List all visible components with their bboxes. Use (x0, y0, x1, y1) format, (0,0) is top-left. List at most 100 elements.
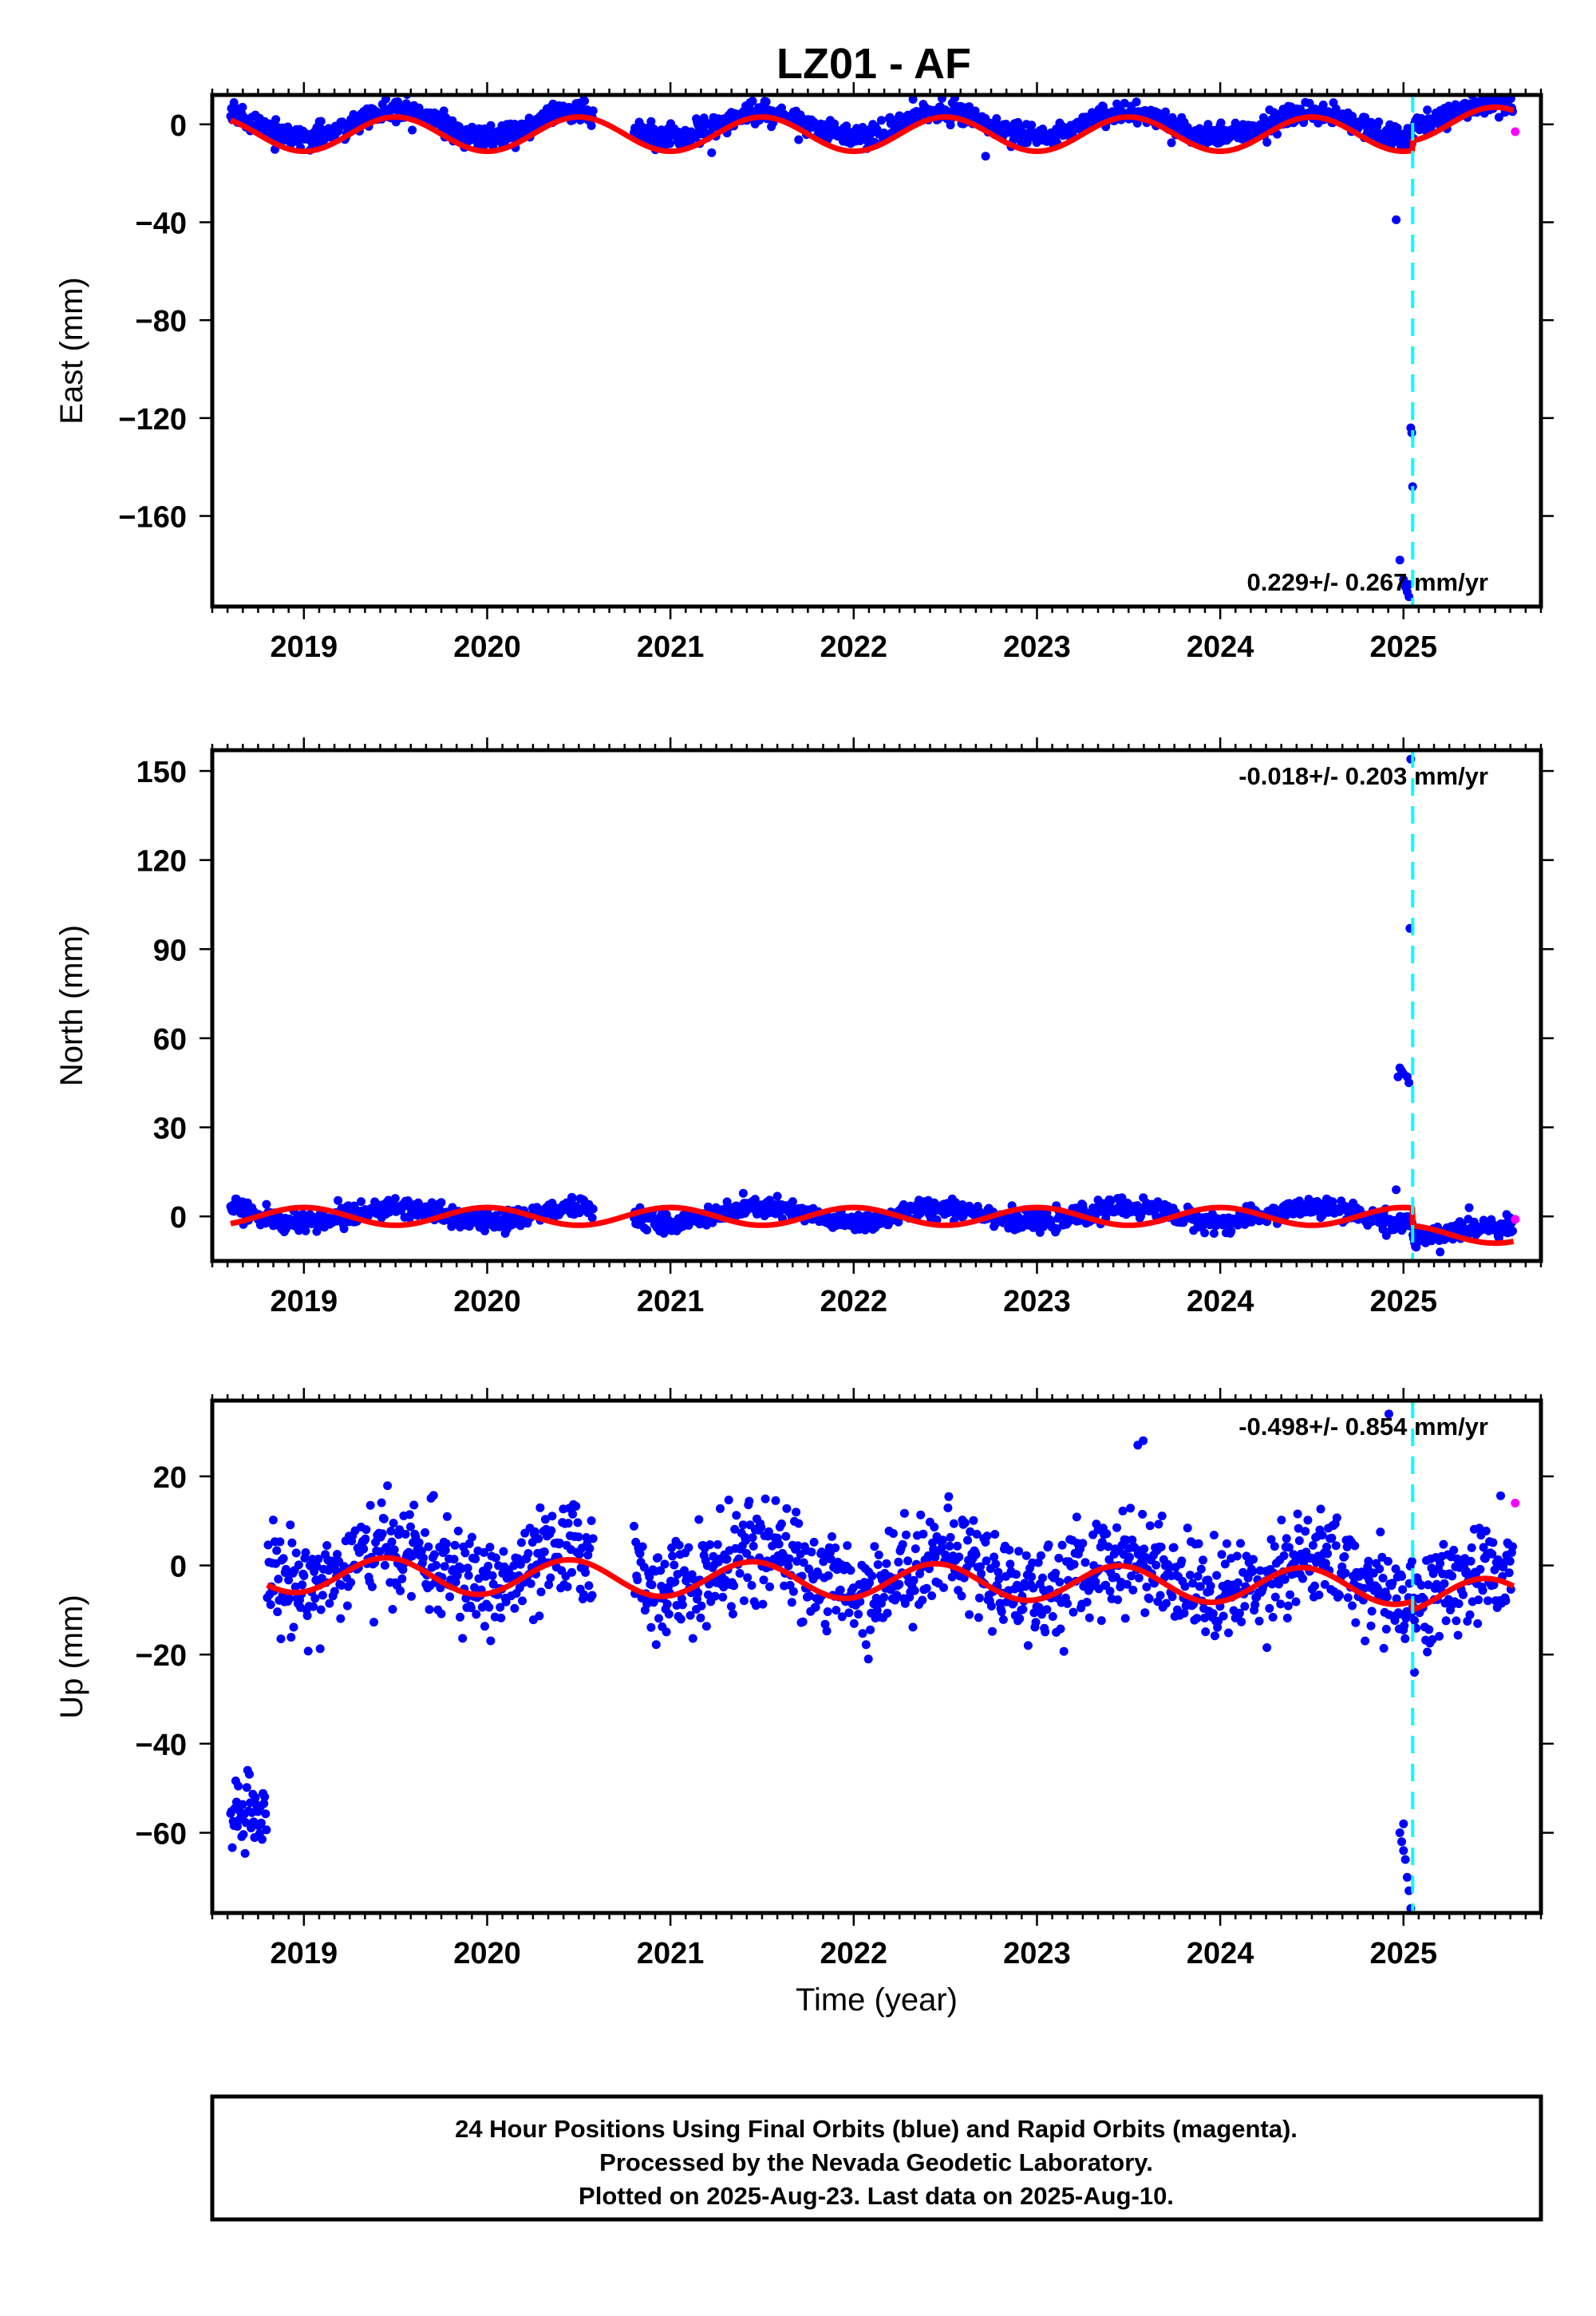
east-x-tick-label: 2021 (637, 630, 705, 664)
up-data-point (1452, 1616, 1461, 1626)
up-data-point (902, 1530, 911, 1539)
north-x-tick-label: 2025 (1369, 1285, 1437, 1318)
up-data-point (735, 1569, 745, 1578)
up-data-point (1138, 1509, 1148, 1519)
up-data-point (540, 1515, 550, 1524)
up-data-point (1335, 1591, 1344, 1600)
north-outlier-point (1404, 1078, 1414, 1088)
up-data-point (831, 1543, 840, 1552)
up-data-point (406, 1522, 415, 1531)
north-data-point (738, 1188, 748, 1198)
up-data-point (749, 1541, 758, 1551)
up-data-point (1249, 1555, 1258, 1564)
up-data-point (972, 1529, 982, 1539)
up-data-point (943, 1503, 953, 1512)
north-model-curve (228, 1204, 1516, 1247)
up-data-point (474, 1574, 484, 1583)
north-data-point (788, 1197, 797, 1207)
east-outlier-point (981, 152, 990, 161)
north-data-point (1106, 1196, 1116, 1206)
up-data-point (472, 1610, 481, 1619)
up-data-point (937, 1543, 946, 1552)
up-data-point (1407, 1556, 1416, 1566)
up-data-point (273, 1607, 282, 1617)
east-data-point (1318, 101, 1328, 109)
up-data-point (870, 1542, 879, 1551)
up-data-point (1505, 1556, 1515, 1566)
up-data-point (405, 1510, 414, 1520)
up-data-point (571, 1501, 581, 1511)
east-model-curve (228, 104, 1516, 154)
north-x-tick-label: 2022 (820, 1285, 888, 1318)
north-data-point (750, 1195, 760, 1204)
up-x-axis: 2019 2020 2021 2022 2023 2024 2025 (211, 1388, 1543, 1970)
up-data-point (1277, 1516, 1286, 1525)
up-data-point (484, 1561, 493, 1571)
north-y-tick-label: 150 (136, 756, 187, 789)
up-data-point (1343, 1593, 1353, 1603)
east-data-point (1374, 117, 1384, 127)
up-data-point (843, 1541, 852, 1551)
up-data-point (1056, 1624, 1065, 1634)
up-data-point (670, 1577, 680, 1587)
east-data-point (877, 116, 886, 125)
up-data-point (1055, 1577, 1065, 1587)
up-data-point (1367, 1607, 1377, 1616)
north-data-point (390, 1194, 400, 1203)
up-data-point (1023, 1641, 1033, 1650)
up-data-point (535, 1503, 545, 1512)
up-data-point (1212, 1571, 1222, 1580)
up-data-point (449, 1555, 459, 1564)
up-data-point (794, 1519, 804, 1528)
up-data-point (954, 1552, 964, 1562)
up-early-data-point (258, 1835, 267, 1844)
up-data-point (1057, 1540, 1067, 1550)
north-y-tick-label: 0 (170, 1201, 187, 1235)
up-data-point (1361, 1636, 1370, 1646)
up-data-point (745, 1496, 754, 1506)
up-data-point (722, 1555, 732, 1564)
up-data-point (429, 1550, 439, 1559)
up-data-point (1248, 1567, 1257, 1576)
up-data-point (823, 1607, 832, 1616)
up-data-point (705, 1540, 715, 1549)
up-data-point (1270, 1592, 1280, 1602)
up-data-point (909, 1575, 918, 1585)
up-data-point (510, 1603, 519, 1613)
up-data-point (729, 1609, 737, 1618)
up-data-point (1508, 1542, 1517, 1551)
up-data-point (369, 1618, 378, 1627)
up-data-point (1084, 1613, 1094, 1622)
up-data-point (945, 1541, 954, 1551)
up-data-point (900, 1599, 910, 1608)
up-data-point (1381, 1624, 1391, 1634)
up-data-point (1063, 1599, 1072, 1608)
east-data-point (381, 95, 390, 104)
up-data-point (1323, 1549, 1332, 1559)
up-data-point (1112, 1523, 1121, 1532)
up-data-point (656, 1566, 666, 1575)
up-data-point (1308, 1540, 1317, 1550)
up-data-point (760, 1494, 770, 1504)
up-data-point (861, 1640, 871, 1650)
up-data-point (836, 1585, 845, 1595)
up-data-point (567, 1567, 576, 1577)
up-data-point (1167, 1592, 1177, 1602)
up-data-point (581, 1567, 591, 1577)
up-early-data-point (227, 1843, 237, 1852)
up-data-point (1501, 1596, 1511, 1606)
up-data-point (1118, 1506, 1128, 1516)
up-data-point (1232, 1551, 1242, 1561)
north-plot-frame (210, 748, 1543, 1263)
up-data-point (1201, 1627, 1211, 1637)
up-data-point (471, 1554, 480, 1563)
panels: 2019 2020 2021 2022 2023 2024 2025 0 −40 −80 −120 −… (54, 82, 1554, 2018)
east-data-point (1167, 138, 1176, 148)
east-data-point (588, 106, 598, 116)
up-data-point (1410, 1615, 1420, 1625)
east-y-tick-label: −40 (136, 207, 187, 240)
up-data-point (1293, 1509, 1302, 1519)
east-data-point (908, 95, 918, 104)
up-data-point (1192, 1614, 1202, 1623)
up-data-point (724, 1496, 733, 1504)
